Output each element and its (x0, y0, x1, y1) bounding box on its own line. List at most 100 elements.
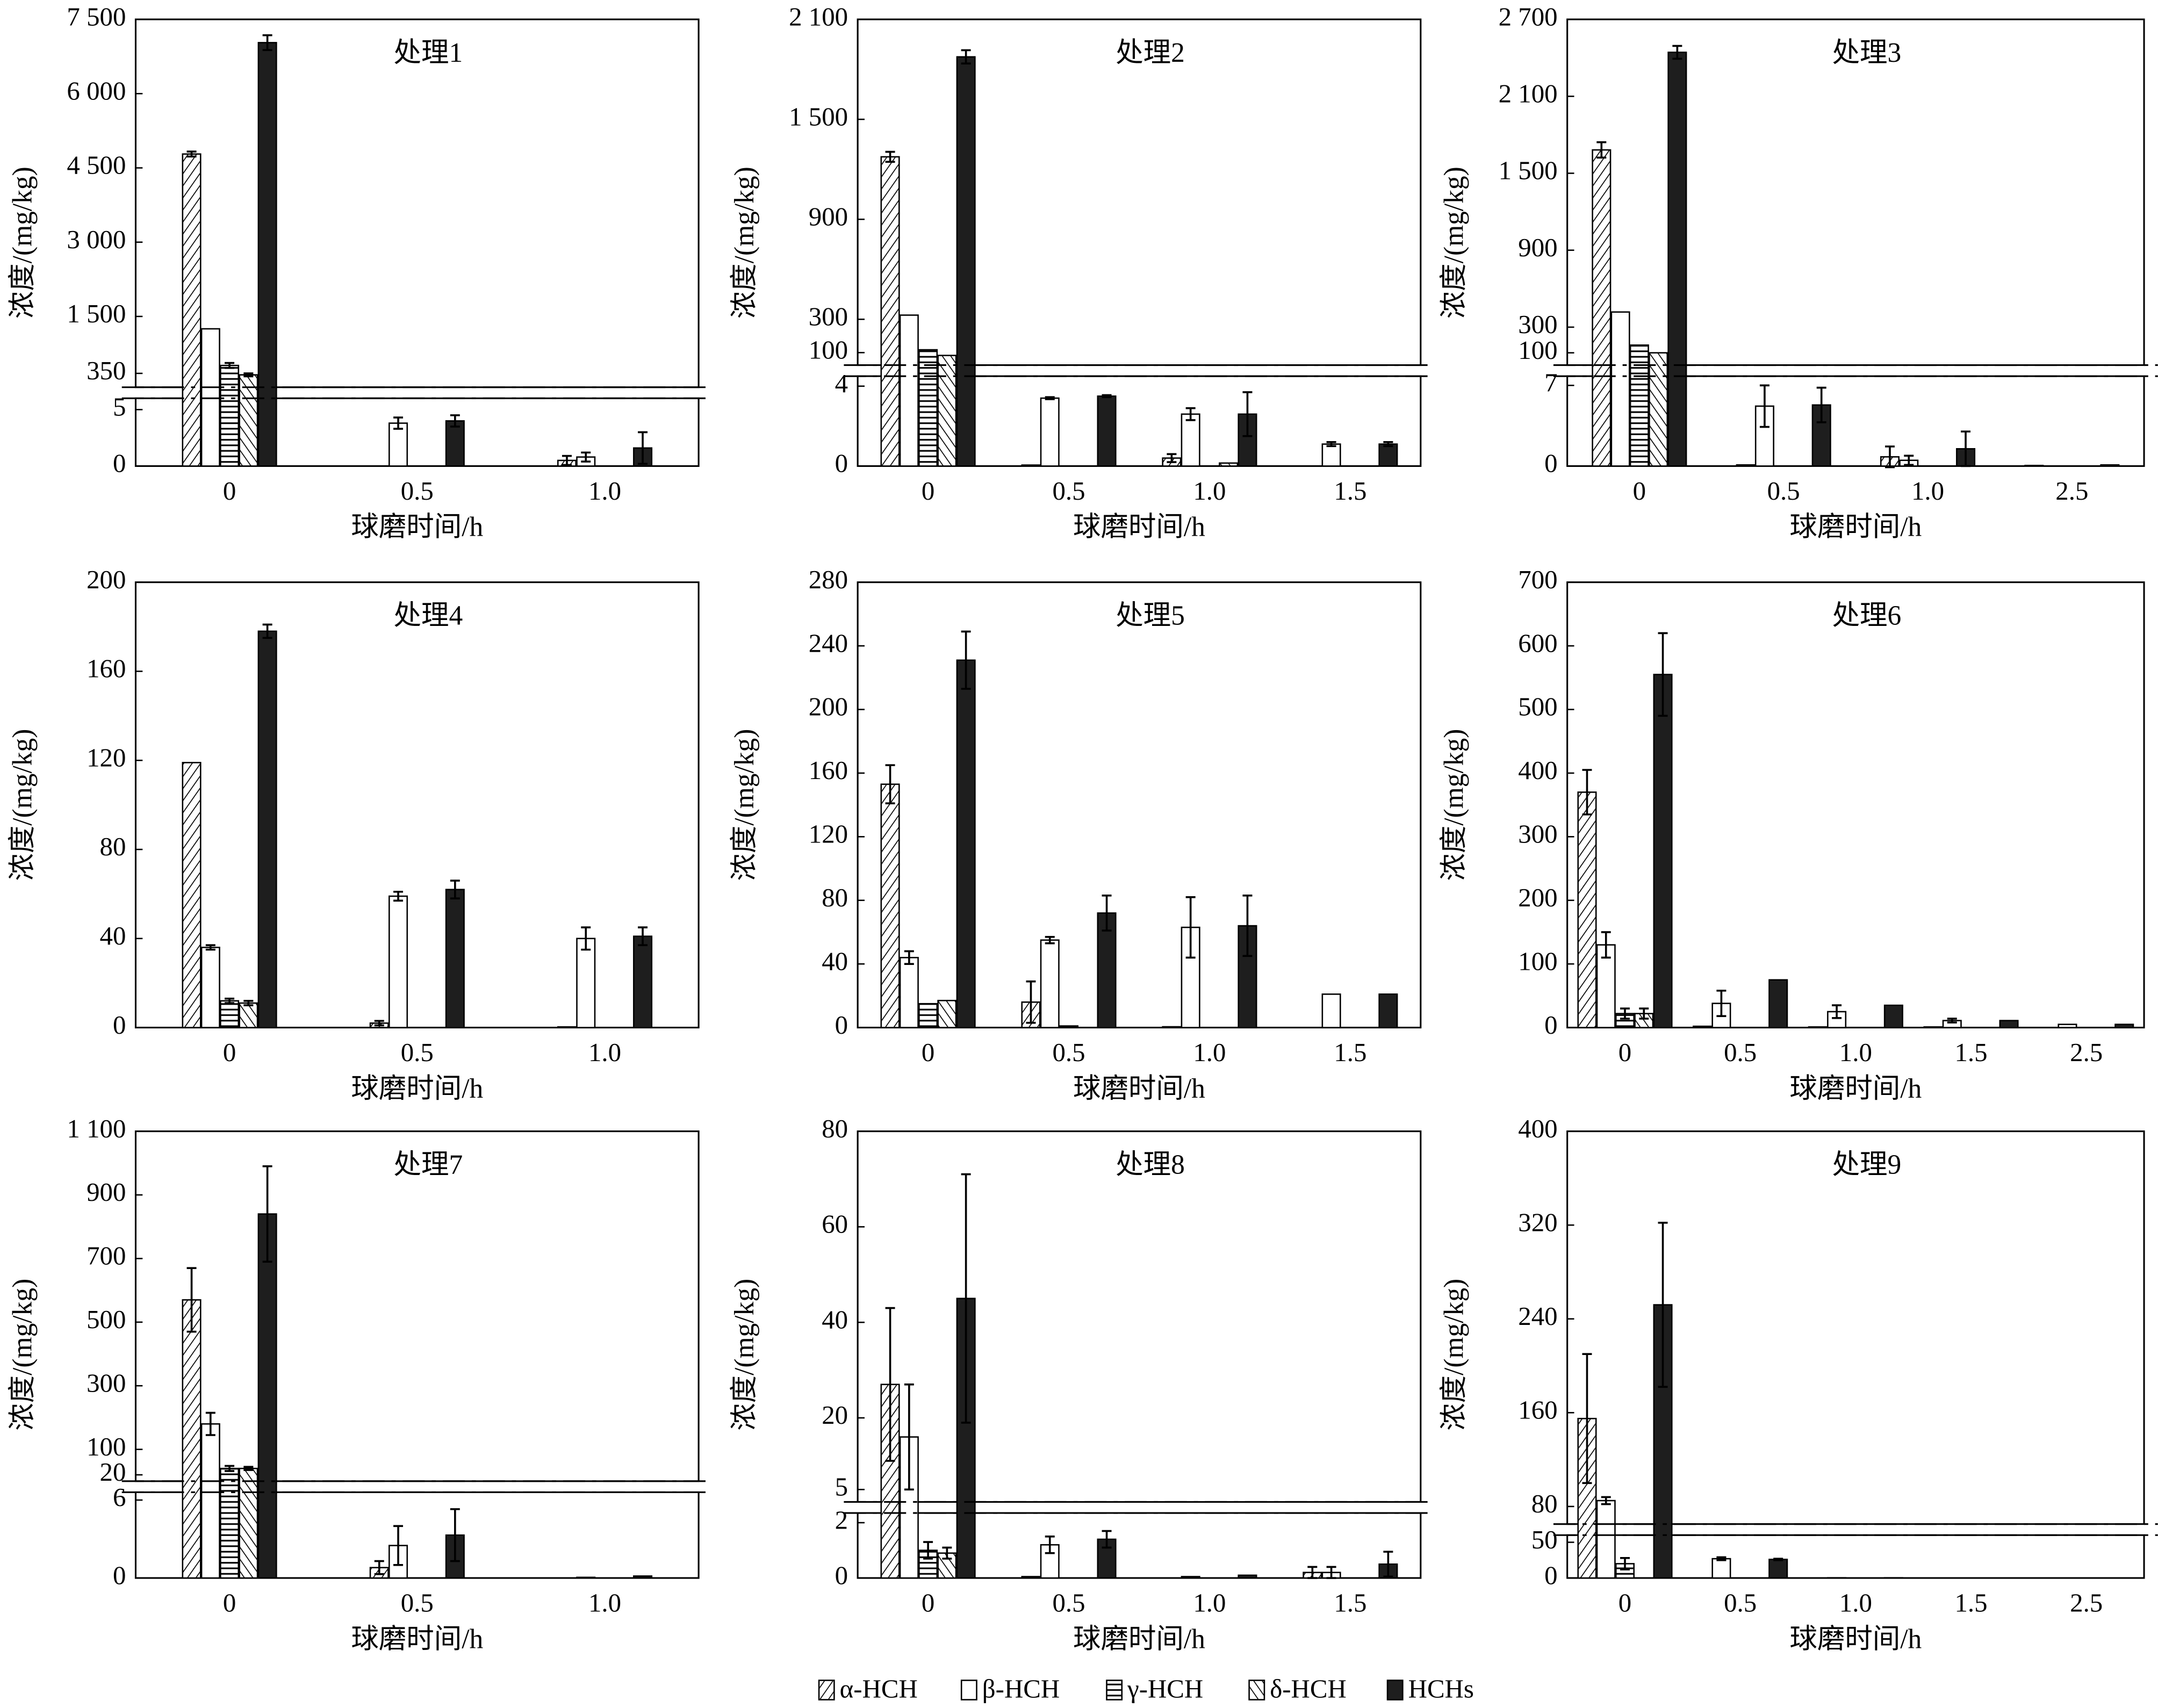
error-bar (374, 1560, 384, 1575)
error-bar (450, 414, 460, 428)
x-tick-label: 0.5 (1724, 1588, 1757, 1618)
y-tick-label: 1 500 (67, 299, 126, 328)
x-tick-label: 1.0 (1911, 476, 1944, 506)
error-bar (262, 623, 272, 639)
y-tick-label: 0 (835, 1560, 848, 1590)
bar (1577, 791, 1597, 1028)
y-tick-label: 1 500 (789, 102, 848, 131)
y-axis-label: 浓度/(mg/kg) (729, 167, 760, 319)
bar (445, 889, 465, 1028)
bar (1693, 1025, 1713, 1028)
bar (220, 1467, 240, 1579)
x-axis-label: 球磨时间/h (1073, 1073, 1205, 1104)
x-axis-label: 球磨时间/h (351, 512, 483, 543)
chart-title: 处理3 (1832, 38, 1902, 68)
bar (239, 374, 258, 467)
error-bar (1716, 990, 1727, 1018)
error-bar (1326, 1566, 1336, 1579)
error-bar (1884, 445, 1895, 469)
error-bar (243, 1000, 254, 1006)
bar (1615, 1013, 1635, 1028)
y-tick-label: 1 100 (67, 1114, 126, 1143)
x-tick-label: 0 (1618, 1588, 1631, 1618)
legend-label: β-HCH (982, 1674, 1060, 1703)
error-bar (1596, 141, 1607, 159)
x-axis-label: 球磨时间/h (1789, 1073, 1922, 1104)
error-bar (885, 764, 895, 804)
error-bar (1582, 1353, 1592, 1484)
error-bar (885, 150, 895, 163)
bar (1378, 993, 1398, 1028)
legend-swatch (818, 1680, 835, 1700)
x-axis-label: 球磨时间/h (1073, 512, 1205, 543)
y-tick-label: 7 (1544, 368, 1557, 398)
x-axis-label: 球磨时间/h (1789, 512, 1922, 543)
y-tick-label: 6 000 (67, 76, 126, 105)
y-tick-label: 100 (87, 1432, 126, 1461)
legend-label: δ-HCH (1270, 1674, 1347, 1703)
error-bar (961, 1173, 971, 1424)
x-tick-label: 1.5 (1334, 1588, 1366, 1618)
bar (1634, 1013, 1654, 1028)
bar (220, 364, 240, 467)
error-bar (1242, 391, 1253, 437)
chart-title: 处理9 (1832, 1149, 1902, 1180)
bar (918, 349, 938, 467)
error-bar (450, 880, 460, 899)
bar (1999, 1020, 2019, 1028)
bar (1097, 395, 1117, 467)
x-tick-label: 0 (922, 476, 934, 506)
x-tick-label: 0.5 (401, 1037, 434, 1067)
y-tick-label: 80 (1531, 1489, 1558, 1518)
error-bar (581, 451, 591, 463)
error-bar (262, 34, 272, 51)
bar (576, 1576, 596, 1579)
bar (1653, 674, 1673, 1028)
y-axis-label: 浓度/(mg/kg) (1439, 729, 1470, 881)
legend-swatch (1386, 1680, 1404, 1700)
x-tick-label: 1.0 (588, 1037, 621, 1067)
bar (899, 957, 919, 1028)
y-tick-label: 80 (822, 883, 848, 912)
error-bar (942, 1546, 952, 1560)
y-tick-label: 80 (822, 1114, 848, 1143)
y-axis-label: 浓度/(mg/kg) (1439, 167, 1470, 319)
bar (1321, 993, 1341, 1028)
y-tick-label: 100 (1518, 335, 1557, 365)
y-axis-label: 浓度/(mg/kg) (729, 729, 760, 881)
bar (1181, 413, 1200, 467)
error-bar (961, 630, 971, 690)
x-tick-label: 0.5 (1052, 1588, 1085, 1618)
y-axis-label: 浓度/(mg/kg) (1439, 1279, 1470, 1431)
bar (182, 1299, 202, 1579)
y-tick-label: 4 (835, 369, 848, 398)
error-bar (1816, 386, 1826, 423)
x-tick-label: 1.5 (1334, 476, 1366, 506)
bar (1768, 979, 1788, 1028)
bar (182, 762, 202, 1028)
y-tick-label: 700 (1518, 565, 1557, 594)
x-tick-label: 1.0 (588, 476, 621, 506)
x-tick-label: 1.0 (1839, 1037, 1872, 1067)
y-tick-label: 60 (822, 1209, 848, 1239)
bar (1021, 1576, 1041, 1579)
bar (1649, 352, 1668, 467)
bar (1040, 397, 1060, 467)
error-bar (904, 950, 914, 965)
bar (1610, 311, 1630, 467)
y-tick-label: 0 (113, 1010, 126, 1040)
bar (220, 1000, 240, 1028)
bar (880, 156, 900, 467)
error-bar (961, 49, 971, 65)
error-bar (374, 1020, 384, 1027)
bar (1596, 944, 1616, 1028)
x-tick-label: 0.5 (401, 476, 434, 506)
bar (880, 783, 900, 1028)
y-tick-label: 0 (1544, 1010, 1557, 1040)
y-tick-label: 300 (87, 1368, 126, 1397)
y-tick-label: 2 700 (1499, 2, 1558, 31)
x-tick-label: 0 (922, 1037, 934, 1067)
x-tick-label: 0 (922, 1588, 934, 1618)
bar (2024, 465, 2044, 467)
bar (1059, 1025, 1079, 1028)
